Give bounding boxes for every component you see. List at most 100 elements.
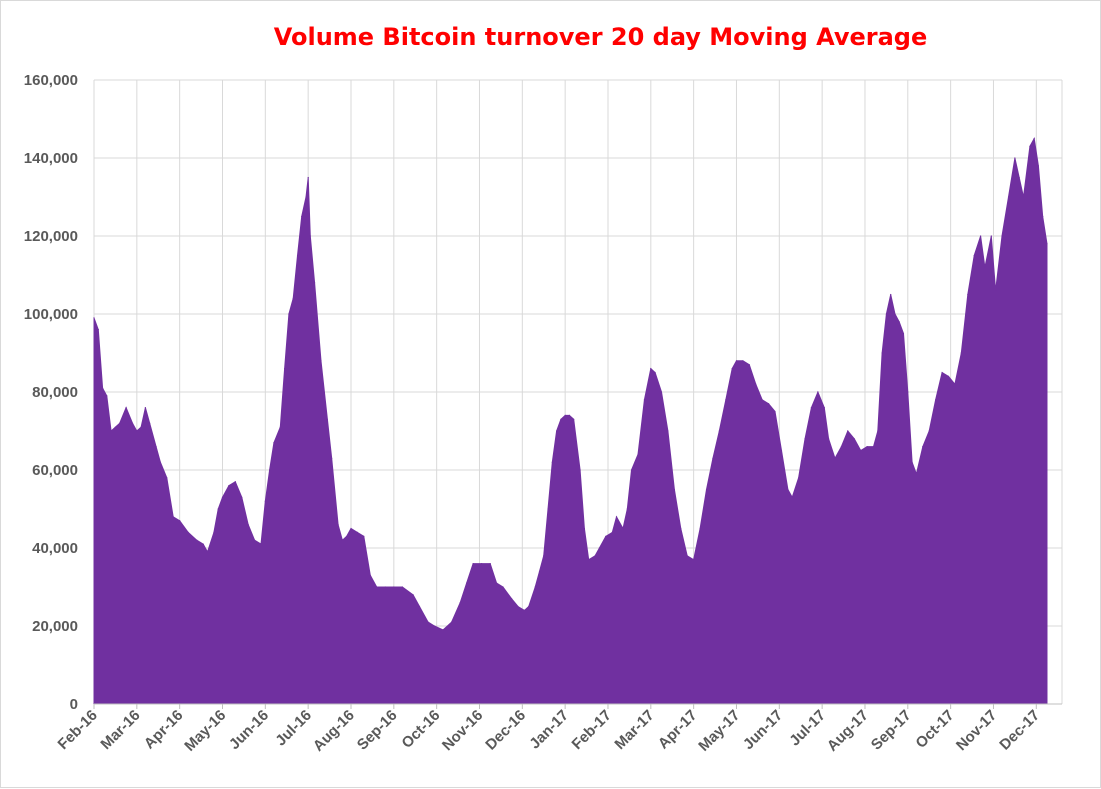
data-point (502, 586, 504, 588)
data-point (241, 496, 243, 498)
data-point (459, 602, 461, 604)
data-point (712, 457, 714, 459)
data-point (928, 430, 930, 432)
y-tick-label: 80,000 (32, 384, 78, 401)
data-point (314, 282, 316, 284)
data-point (166, 477, 168, 479)
x-tick-label: May-17 (695, 707, 743, 755)
x-tick-label: Mar-17 (611, 707, 657, 753)
data-point (725, 399, 727, 401)
data-point (984, 266, 986, 268)
data-point (93, 317, 95, 319)
data-point (866, 446, 868, 448)
data-point (817, 391, 819, 393)
data-point (172, 516, 174, 518)
data-point (650, 368, 652, 370)
data-point (637, 453, 639, 455)
data-point (667, 430, 669, 432)
data-point (718, 430, 720, 432)
data-point (847, 430, 849, 432)
data-point (511, 598, 513, 600)
data-point (1001, 235, 1003, 237)
data-point (877, 430, 879, 432)
data-point (935, 399, 937, 401)
data-point (496, 582, 498, 584)
data-point (643, 399, 646, 401)
y-tick-label: 60,000 (32, 462, 78, 479)
data-point (791, 496, 793, 498)
data-point (307, 176, 309, 179)
data-point (110, 430, 112, 432)
data-point (534, 586, 536, 588)
data-point (159, 461, 161, 463)
x-tick-label: Sep-16 (354, 707, 401, 754)
data-point (686, 555, 688, 557)
data-point (350, 527, 352, 530)
data-point (131, 422, 134, 424)
data-point (481, 563, 483, 565)
x-tick-label: Jul-17 (786, 707, 829, 750)
data-point (881, 352, 883, 354)
data-point (890, 293, 892, 296)
data-point (254, 539, 256, 541)
data-point (301, 215, 303, 218)
data-point (1007, 196, 1010, 198)
data-point (941, 371, 943, 374)
data-point (579, 469, 581, 471)
x-tick-label: Dec-16 (482, 707, 529, 754)
x-tick-label: Nov-16 (439, 707, 486, 754)
x-tick-label: May-16 (181, 707, 229, 755)
data-point (523, 609, 526, 612)
data-point (731, 368, 733, 370)
data-point (356, 531, 358, 534)
data-point (305, 196, 307, 198)
data-point (384, 586, 386, 588)
x-tick-label: Apr-17 (655, 707, 701, 753)
data-point (885, 313, 888, 315)
data-point (960, 352, 962, 354)
data-point (605, 535, 607, 537)
series-area (93, 136, 1048, 705)
x-tick-label: Feb-16 (55, 707, 101, 753)
x-tick-label: Feb-17 (569, 707, 615, 753)
data-point (292, 297, 294, 299)
data-point (206, 551, 209, 553)
data-point (547, 508, 549, 510)
data-point (196, 539, 198, 541)
data-point (106, 395, 108, 397)
data-point (1037, 165, 1039, 167)
data-point (660, 391, 663, 393)
data-point (376, 586, 378, 588)
data-point (598, 547, 601, 549)
data-point (466, 582, 468, 584)
data-point (823, 407, 825, 409)
data-point (622, 527, 624, 530)
data-point (735, 360, 738, 362)
data-point (288, 313, 290, 315)
data-point (922, 446, 924, 448)
data-point (543, 555, 545, 557)
data-point (787, 488, 789, 491)
y-tick-label: 0 (70, 696, 78, 713)
data-point (528, 605, 530, 608)
data-point (611, 531, 613, 534)
data-point (341, 539, 343, 541)
data-point (705, 488, 708, 491)
x-tick-label: Jun-16 (226, 707, 272, 753)
data-point (202, 543, 204, 545)
data-point (915, 473, 918, 475)
data-point (264, 500, 266, 502)
data-point (140, 426, 142, 428)
data-point (144, 407, 146, 409)
data-point (326, 418, 328, 420)
x-tick-label: Sep-17 (868, 707, 915, 754)
x-tick-label: Jan-17 (526, 707, 572, 753)
data-point (680, 527, 682, 530)
data-point (564, 414, 566, 416)
data-point (489, 563, 491, 565)
data-point (673, 488, 676, 491)
data-point (898, 321, 900, 323)
data-point (234, 481, 236, 483)
data-point (742, 360, 744, 362)
data-point (260, 543, 262, 545)
